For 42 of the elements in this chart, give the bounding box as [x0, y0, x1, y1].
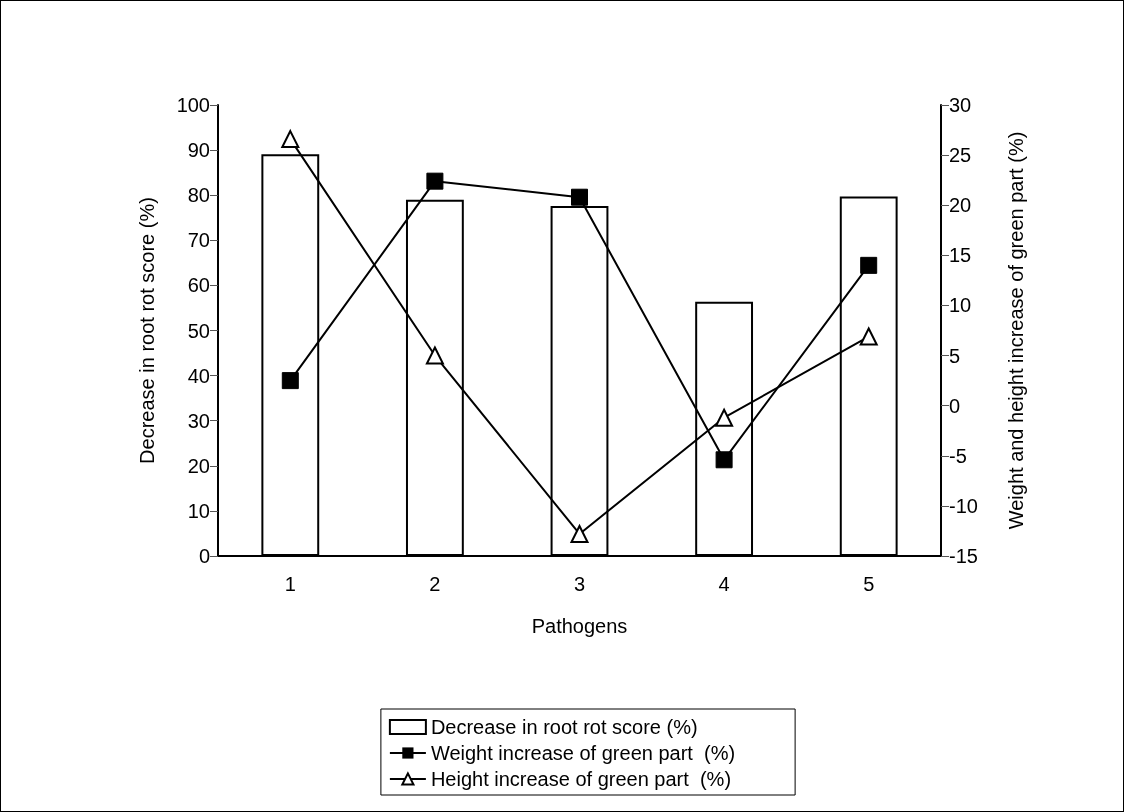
y2-tick-label: -5 — [949, 444, 967, 467]
y-tick-label: 20 — [187, 454, 210, 477]
legend-label: Height increase of green part (%) — [430, 768, 732, 790]
point — [425, 346, 444, 365]
x-tick-label: 5 — [863, 573, 875, 595]
x-tick-label: 1 — [284, 573, 296, 595]
y2-tick-label: 0 — [949, 394, 961, 417]
x-tick-label: 2 — [429, 573, 441, 595]
legend-label: Weight increase of green part (%) — [430, 742, 736, 764]
legend-label: Decrease in root rot score (%) — [430, 716, 698, 738]
y-tick-label: 60 — [187, 274, 210, 297]
y2-tick-label: 20 — [949, 194, 972, 217]
x-tick-label: 4 — [718, 573, 730, 595]
y2-tick-label: 5 — [949, 344, 961, 367]
y-tick-label: 70 — [187, 229, 210, 252]
y2-tick-label: 10 — [949, 294, 972, 317]
y2-tick-label: 25 — [949, 144, 972, 167]
y2-axis-title: Weight and height increase of green part (%) — [1005, 131, 1027, 530]
point — [715, 451, 733, 469]
point — [426, 172, 444, 190]
point — [281, 372, 299, 390]
x-axis-title: Pathogens — [531, 615, 628, 637]
point — [715, 408, 734, 427]
y2-tick-label: 30 — [949, 94, 972, 116]
y2-tick-label: -10 — [949, 494, 978, 517]
y2-tick-label: 15 — [949, 244, 972, 267]
y-tick-label: 90 — [187, 139, 210, 162]
y-axis-title: Decrease in root rot score (%) — [136, 197, 158, 464]
y-tick-label: 10 — [187, 499, 210, 522]
y2-tick-label: -15 — [949, 545, 978, 567]
y-tick-label: 0 — [198, 545, 210, 567]
point — [570, 524, 589, 543]
y-tick-label: 30 — [187, 409, 210, 432]
y-tick-label: 80 — [187, 184, 210, 207]
point — [281, 130, 300, 149]
y-tick-label: 40 — [187, 364, 210, 387]
x-tick-label: 3 — [573, 573, 586, 595]
point — [859, 327, 878, 346]
point — [571, 188, 588, 206]
point — [860, 256, 878, 274]
y-tick-label: 50 — [187, 319, 210, 342]
y-tick-label: 100 — [176, 94, 210, 116]
